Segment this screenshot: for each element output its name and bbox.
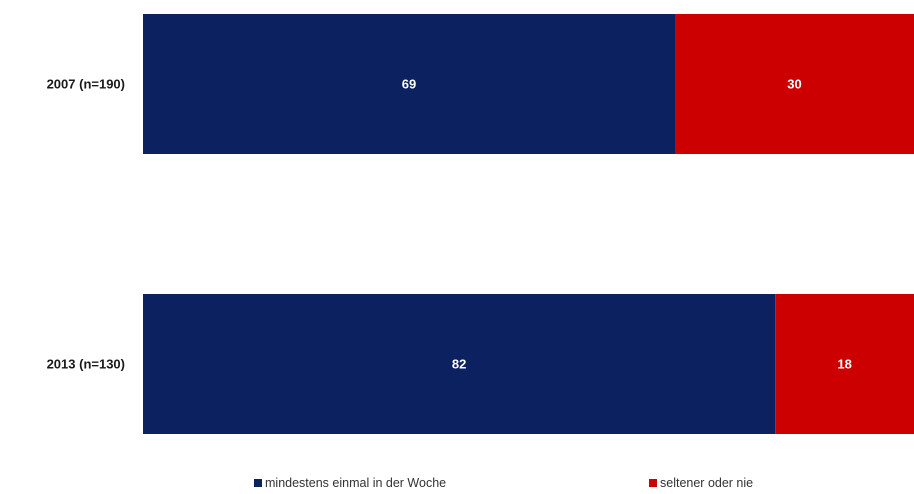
- data-label: 69: [402, 77, 416, 92]
- legend-swatch: [649, 479, 657, 487]
- bar-segment: [775, 294, 914, 434]
- data-label: 82: [452, 357, 466, 372]
- bar-segment: [143, 14, 675, 154]
- bar-segments: [143, 14, 914, 434]
- category-label: 2013 (n=130): [47, 357, 125, 372]
- value-labels: 69 30 82 18: [402, 77, 852, 372]
- category-label: 2007 (n=190): [47, 77, 125, 92]
- data-label: 30: [787, 77, 801, 92]
- bar-segment: [143, 294, 776, 434]
- category-labels: 2007 (n=190) 2013 (n=130): [47, 77, 125, 372]
- legend-swatch: [254, 479, 262, 487]
- legend-label: seltener oder nie: [660, 476, 753, 490]
- legend-label: mindestens einmal in der Woche: [265, 476, 446, 490]
- legend: mindestens einmal in der Woche seltener o…: [254, 476, 753, 490]
- data-label: 18: [837, 357, 851, 372]
- bar-segment: [674, 14, 914, 154]
